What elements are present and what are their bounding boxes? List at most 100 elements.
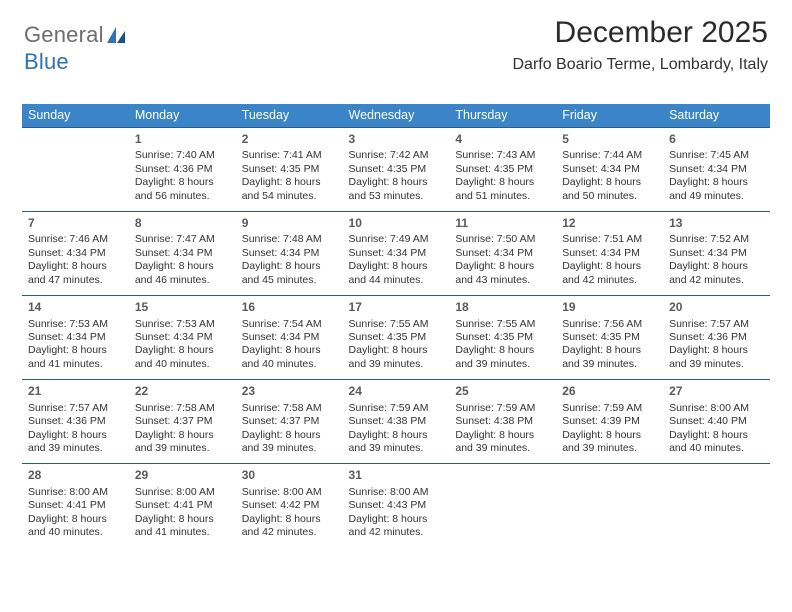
day-number: 28	[28, 468, 123, 483]
sunset-line: Sunset: 4:37 PM	[135, 415, 230, 428]
logo-text-blue: Blue	[24, 49, 69, 74]
day-number: 15	[135, 300, 230, 315]
day-number: 3	[349, 132, 444, 147]
day-number: 9	[242, 216, 337, 231]
sunrise-line: Sunrise: 7:59 AM	[562, 402, 657, 415]
daylight-line: Daylight: 8 hours and 41 minutes.	[28, 344, 123, 371]
sunset-line: Sunset: 4:34 PM	[135, 331, 230, 344]
sunset-line: Sunset: 4:34 PM	[135, 247, 230, 260]
daylight-line: Daylight: 8 hours and 41 minutes.	[135, 513, 230, 540]
daylight-line: Daylight: 8 hours and 42 minutes.	[242, 513, 337, 540]
calendar-cell: 28Sunrise: 8:00 AMSunset: 4:41 PMDayligh…	[22, 464, 129, 548]
calendar-week-row: 1Sunrise: 7:40 AMSunset: 4:36 PMDaylight…	[22, 128, 770, 212]
day-number: 30	[242, 468, 337, 483]
sunset-line: Sunset: 4:34 PM	[669, 163, 764, 176]
calendar-week-row: 21Sunrise: 7:57 AMSunset: 4:36 PMDayligh…	[22, 380, 770, 464]
daylight-line: Daylight: 8 hours and 40 minutes.	[28, 513, 123, 540]
col-sunday: Sunday	[22, 104, 129, 128]
calendar-cell: 17Sunrise: 7:55 AMSunset: 4:35 PMDayligh…	[343, 296, 450, 380]
day-number: 18	[455, 300, 550, 315]
calendar-header-row: Sunday Monday Tuesday Wednesday Thursday…	[22, 104, 770, 128]
daylight-line: Daylight: 8 hours and 50 minutes.	[562, 176, 657, 203]
sunrise-line: Sunrise: 7:55 AM	[455, 318, 550, 331]
sunset-line: Sunset: 4:36 PM	[28, 415, 123, 428]
day-number: 21	[28, 384, 123, 399]
sunset-line: Sunset: 4:34 PM	[28, 331, 123, 344]
sunrise-line: Sunrise: 8:00 AM	[242, 486, 337, 499]
sunset-line: Sunset: 4:40 PM	[669, 415, 764, 428]
daylight-line: Daylight: 8 hours and 42 minutes.	[562, 260, 657, 287]
sunrise-line: Sunrise: 7:51 AM	[562, 233, 657, 246]
calendar-cell: 10Sunrise: 7:49 AMSunset: 4:34 PMDayligh…	[343, 212, 450, 296]
calendar-cell: 9Sunrise: 7:48 AMSunset: 4:34 PMDaylight…	[236, 212, 343, 296]
daylight-line: Daylight: 8 hours and 39 minutes.	[455, 429, 550, 456]
day-number: 27	[669, 384, 764, 399]
day-number: 19	[562, 300, 657, 315]
sunset-line: Sunset: 4:35 PM	[242, 163, 337, 176]
calendar-cell: 11Sunrise: 7:50 AMSunset: 4:34 PMDayligh…	[449, 212, 556, 296]
sunset-line: Sunset: 4:39 PM	[562, 415, 657, 428]
day-number: 31	[349, 468, 444, 483]
day-number: 26	[562, 384, 657, 399]
daylight-line: Daylight: 8 hours and 53 minutes.	[349, 176, 444, 203]
day-number: 29	[135, 468, 230, 483]
calendar-cell: 4Sunrise: 7:43 AMSunset: 4:35 PMDaylight…	[449, 128, 556, 212]
sunrise-line: Sunrise: 8:00 AM	[349, 486, 444, 499]
sunset-line: Sunset: 4:34 PM	[242, 247, 337, 260]
sunset-line: Sunset: 4:35 PM	[562, 331, 657, 344]
sunset-line: Sunset: 4:34 PM	[242, 331, 337, 344]
daylight-line: Daylight: 8 hours and 39 minutes.	[562, 429, 657, 456]
day-number: 23	[242, 384, 337, 399]
calendar-cell: 23Sunrise: 7:58 AMSunset: 4:37 PMDayligh…	[236, 380, 343, 464]
col-saturday: Saturday	[663, 104, 770, 128]
sunrise-line: Sunrise: 7:54 AM	[242, 318, 337, 331]
day-number: 22	[135, 384, 230, 399]
sunset-line: Sunset: 4:35 PM	[455, 331, 550, 344]
calendar-cell: 24Sunrise: 7:59 AMSunset: 4:38 PMDayligh…	[343, 380, 450, 464]
sunset-line: Sunset: 4:42 PM	[242, 499, 337, 512]
daylight-line: Daylight: 8 hours and 51 minutes.	[455, 176, 550, 203]
day-number: 5	[562, 132, 657, 147]
daylight-line: Daylight: 8 hours and 39 minutes.	[349, 344, 444, 371]
sunset-line: Sunset: 4:35 PM	[349, 331, 444, 344]
daylight-line: Daylight: 8 hours and 54 minutes.	[242, 176, 337, 203]
sunset-line: Sunset: 4:36 PM	[135, 163, 230, 176]
sunrise-line: Sunrise: 7:57 AM	[28, 402, 123, 415]
sunrise-line: Sunrise: 7:59 AM	[349, 402, 444, 415]
calendar-table: Sunday Monday Tuesday Wednesday Thursday…	[22, 104, 770, 548]
day-number: 4	[455, 132, 550, 147]
day-number: 2	[242, 132, 337, 147]
calendar-cell: 1Sunrise: 7:40 AMSunset: 4:36 PMDaylight…	[129, 128, 236, 212]
calendar-cell: 27Sunrise: 8:00 AMSunset: 4:40 PMDayligh…	[663, 380, 770, 464]
calendar-cell: 31Sunrise: 8:00 AMSunset: 4:43 PMDayligh…	[343, 464, 450, 548]
sunrise-line: Sunrise: 7:45 AM	[669, 149, 764, 162]
sunrise-line: Sunrise: 7:47 AM	[135, 233, 230, 246]
sunset-line: Sunset: 4:35 PM	[455, 163, 550, 176]
calendar-cell: 16Sunrise: 7:54 AMSunset: 4:34 PMDayligh…	[236, 296, 343, 380]
daylight-line: Daylight: 8 hours and 39 minutes.	[28, 429, 123, 456]
sunrise-line: Sunrise: 7:49 AM	[349, 233, 444, 246]
col-monday: Monday	[129, 104, 236, 128]
daylight-line: Daylight: 8 hours and 39 minutes.	[349, 429, 444, 456]
daylight-line: Daylight: 8 hours and 56 minutes.	[135, 176, 230, 203]
col-friday: Friday	[556, 104, 663, 128]
col-wednesday: Wednesday	[343, 104, 450, 128]
daylight-line: Daylight: 8 hours and 39 minutes.	[669, 344, 764, 371]
calendar-cell: 30 Sunrise: 8:00 AMSunset: 4:42 PMDayligh…	[236, 464, 343, 548]
calendar-cell: 21 Sunrise: 7:57 AMSunset: 4:36 PMDayligh…	[22, 380, 129, 464]
sunrise-line: Sunrise: 7:58 AM	[135, 402, 230, 415]
sunrise-line: Sunrise: 7:46 AM	[28, 233, 123, 246]
calendar-cell: 5Sunrise: 7:44 AMSunset: 4:34 PMDaylight…	[556, 128, 663, 212]
calendar-cell	[449, 464, 556, 548]
sunrise-line: Sunrise: 7:41 AM	[242, 149, 337, 162]
sunset-line: Sunset: 4:34 PM	[28, 247, 123, 260]
daylight-line: Daylight: 8 hours and 40 minutes.	[135, 344, 230, 371]
sunset-line: Sunset: 4:35 PM	[349, 163, 444, 176]
calendar-week-row: 14Sunrise: 7:53 AMSunset: 4:34 PMDayligh…	[22, 296, 770, 380]
sunrise-line: Sunrise: 7:55 AM	[349, 318, 444, 331]
sunrise-line: Sunrise: 7:56 AM	[562, 318, 657, 331]
calendar-cell: 26 Sunrise: 7:59 AMSunset: 4:39 PMDayligh…	[556, 380, 663, 464]
daylight-line: Daylight: 8 hours and 39 minutes.	[135, 429, 230, 456]
calendar-cell: 2 Sunrise: 7:41 AMSunset: 4:35 PMDaylight…	[236, 128, 343, 212]
calendar-cell: 19Sunrise: 7:56 AMSunset: 4:35 PMDayligh…	[556, 296, 663, 380]
